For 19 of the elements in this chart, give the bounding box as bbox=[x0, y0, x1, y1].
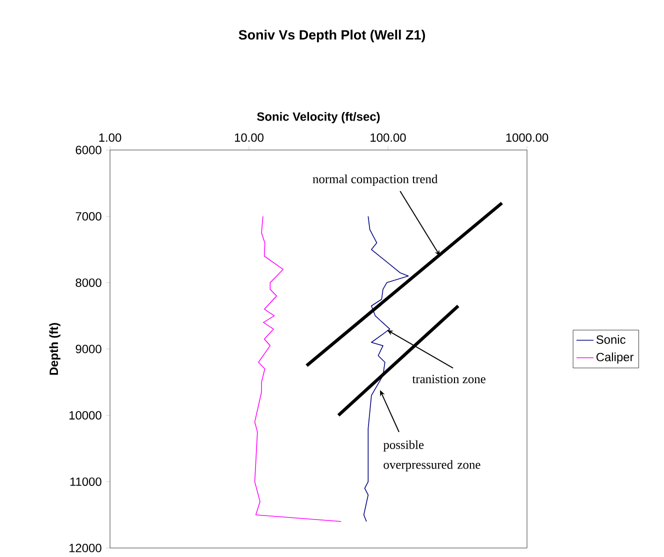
annotation: possible overpressured zone bbox=[383, 440, 480, 472]
x-tick-label: 1.00 bbox=[99, 133, 122, 142]
y-tick-label: 11000 bbox=[70, 477, 102, 486]
legend-label: Caliper bbox=[596, 352, 634, 364]
legend-label: Sonic bbox=[596, 335, 626, 344]
x-tick-label: 10.00 bbox=[234, 133, 264, 142]
y-tick-label: 7000 bbox=[76, 212, 102, 221]
y-tick-label: 9000 bbox=[76, 344, 102, 354]
y-tick-label: 10000 bbox=[69, 411, 102, 420]
annotation: normal compaction trend bbox=[312, 174, 438, 186]
x-axis-title: Sonic Velocity (ft/sec) bbox=[257, 112, 380, 124]
y-tick-label: 6000 bbox=[76, 146, 102, 154]
x-tick-label: 100.00 bbox=[370, 133, 406, 142]
y-axis-title: Depth (ft) bbox=[49, 323, 60, 375]
y-tick-label: 8000 bbox=[76, 278, 102, 287]
x-tick-label: 1000.00 bbox=[506, 133, 548, 142]
chart-title: Soniv Vs Depth Plot (Well Z1) bbox=[238, 30, 426, 42]
annotation: tranistion zone bbox=[412, 374, 486, 384]
y-tick-label: 12000 bbox=[69, 544, 102, 552]
